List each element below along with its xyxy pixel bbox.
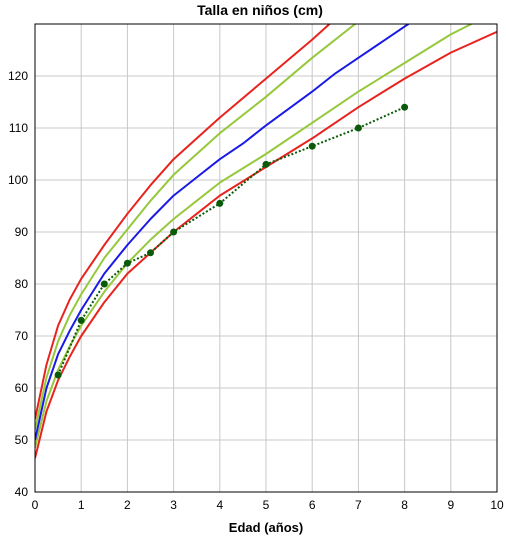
y-tick-label-40: 40 xyxy=(15,485,29,499)
child-point-0.5 xyxy=(54,371,62,379)
child-point-2.5 xyxy=(147,249,154,257)
x-tick-label-5: 5 xyxy=(263,498,270,512)
x-tick-label-9: 9 xyxy=(447,498,454,512)
child-point-4 xyxy=(216,199,224,207)
chart-title: Talla en niños (cm) xyxy=(197,2,323,18)
child-point-1.5 xyxy=(100,280,108,288)
x-tick-labels: 0 1 2 3 4 5 6 7 8 9 10 xyxy=(32,498,504,512)
y-tick-label-120: 120 xyxy=(8,69,28,83)
child-point-6 xyxy=(308,142,316,150)
y-tick-label-100: 100 xyxy=(8,173,28,187)
child-point-2 xyxy=(123,259,131,267)
y-tick-labels: 40 50 60 70 80 90 100 110 120 xyxy=(8,69,28,499)
x-tick-label-1: 1 xyxy=(78,498,85,512)
curve-p15 xyxy=(35,24,474,449)
child-point-8 xyxy=(401,103,409,111)
x-tick-label-2: 2 xyxy=(124,498,131,512)
child-point-7 xyxy=(354,124,362,132)
curve-p50 xyxy=(35,24,411,441)
child-point-1 xyxy=(77,316,85,324)
child-dotted-line xyxy=(57,106,406,376)
child-measurements xyxy=(54,103,409,379)
y-tick-label-80: 80 xyxy=(15,277,29,291)
x-tick-label-7: 7 xyxy=(355,498,362,512)
plot-frame xyxy=(34,23,498,493)
y-tick-label-70: 70 xyxy=(15,329,29,343)
y-tick-label-110: 110 xyxy=(9,121,28,135)
x-tick-label-4: 4 xyxy=(216,498,223,512)
child-point-5 xyxy=(262,160,270,168)
child-point-3 xyxy=(170,228,178,236)
y-tick-label-50: 50 xyxy=(15,433,29,447)
x-tick-label-8: 8 xyxy=(401,498,408,512)
x-tick-label-0: 0 xyxy=(32,498,39,512)
x-tick-label-6: 6 xyxy=(309,498,316,512)
curve-p97 xyxy=(35,24,332,420)
x-tick-label-10: 10 xyxy=(490,498,504,512)
x-tick-label-3: 3 xyxy=(170,498,177,512)
y-tick-label-90: 90 xyxy=(15,225,29,239)
y-tick-label-60: 60 xyxy=(15,381,29,395)
x-axis-label: Edad (años) xyxy=(229,520,303,535)
curve-p85 xyxy=(35,24,357,430)
